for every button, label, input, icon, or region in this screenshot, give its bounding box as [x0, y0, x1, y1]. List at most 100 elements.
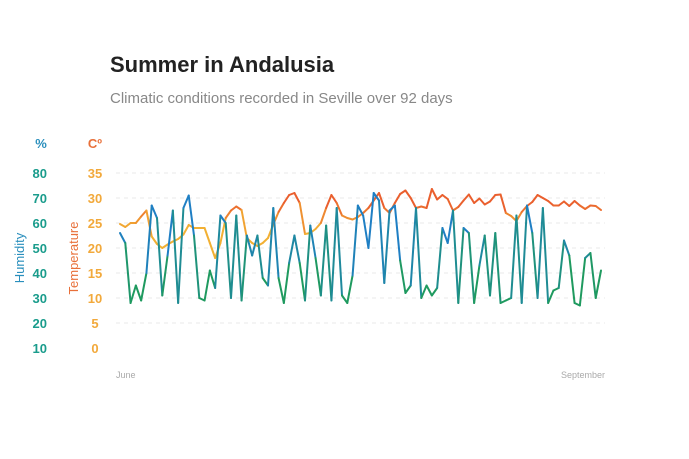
- temperature-tick-label: 30: [88, 191, 102, 206]
- temperature-segment: [441, 194, 449, 200]
- temperature-segment: [150, 235, 158, 245]
- humidity-segment: [409, 207, 417, 287]
- temperature-segment: [425, 188, 433, 209]
- humidity-segment: [378, 199, 386, 284]
- temperature-segment: [282, 194, 291, 204]
- temperature-tick-label: 20: [88, 241, 102, 256]
- temperature-segment: [409, 197, 417, 209]
- humidity-segment: [446, 209, 454, 244]
- temperature-segment: [378, 192, 386, 209]
- humidity-segment: [219, 214, 227, 224]
- humidity-segment: [319, 224, 328, 297]
- humidity-segment: [187, 194, 195, 237]
- humidity-axis-title: Humidity: [12, 232, 27, 283]
- humidity-segment: [150, 204, 158, 219]
- temperature-segment: [140, 209, 148, 218]
- humidity-axis-ticks: 10 20 30 40 50 60 70 80: [33, 166, 47, 356]
- temperature-segment: [298, 202, 306, 235]
- temperature-segment: [504, 212, 513, 217]
- temperature-segment: [208, 242, 217, 259]
- humidity-segment: [362, 214, 370, 249]
- humidity-segment: [531, 232, 539, 299]
- temperature-tick-label: 15: [88, 266, 102, 281]
- temperature-segment: [161, 243, 169, 249]
- humidity-segment: [393, 204, 402, 262]
- temperature-segment: [293, 192, 301, 204]
- humidity-segment: [267, 207, 275, 287]
- humidity-segment: [335, 207, 343, 297]
- humidity-segment: [372, 192, 380, 202]
- humidity-segment: [478, 234, 486, 267]
- humidity-segment: [256, 234, 264, 279]
- temperature-segment: [362, 207, 370, 214]
- temperature-segment: [594, 205, 602, 211]
- humidity-segment: [578, 257, 587, 307]
- temperature-segment: [134, 215, 143, 224]
- humidity-segment: [436, 227, 444, 289]
- temperature-axis-title: Temperature: [66, 222, 81, 295]
- temperature-segment: [568, 200, 576, 207]
- humidity-segment: [298, 262, 306, 302]
- temperature-segment: [573, 200, 581, 207]
- temperature-tick-label: 0: [91, 341, 98, 356]
- temperature-axis-ticks: 0 5 10 15 20 25 30 35: [88, 166, 102, 356]
- humidity-segment: [515, 214, 523, 304]
- humidity-segment: [526, 204, 534, 234]
- humidity-segment: [203, 269, 211, 302]
- humidity-segment: [129, 284, 137, 304]
- temperature-segment: [541, 197, 550, 202]
- temperature-segment: [578, 204, 587, 210]
- humidity-segment: [430, 287, 439, 297]
- humidity-segment: [171, 209, 180, 304]
- humidity-segment: [399, 259, 407, 294]
- temperature-tick-label: 10: [88, 291, 102, 306]
- humidity-segment: [124, 242, 132, 304]
- temperature-segment: [563, 200, 571, 207]
- temperature-segment: [325, 194, 333, 209]
- humidity-tick-label: 40: [33, 266, 47, 281]
- temperature-segment: [224, 209, 232, 219]
- temperature-segment: [330, 194, 338, 204]
- humidity-segment: [119, 232, 127, 244]
- temperature-segment: [436, 194, 444, 201]
- temperature-segment: [124, 222, 132, 228]
- temperature-segment: [467, 193, 476, 204]
- temperature-segment: [235, 205, 243, 211]
- temperature-segment: [277, 202, 285, 213]
- temperature-series: [119, 188, 602, 259]
- humidity-tick-label: 80: [33, 166, 47, 181]
- humidity-segment: [494, 232, 502, 304]
- humidity-segment: [182, 194, 190, 209]
- humidity-segment: [563, 239, 571, 257]
- humidity-segment: [457, 227, 465, 304]
- humidity-unit-label: %: [35, 136, 47, 151]
- chart-subtitle: Climatic conditions recorded in Seville …: [110, 90, 453, 107]
- humidity-segment: [462, 227, 470, 234]
- humidity-segment: [293, 234, 301, 264]
- humidity-segment: [383, 209, 391, 284]
- humidity-segment: [208, 269, 217, 289]
- humidity-segment: [145, 204, 153, 274]
- temperature-unit-label: Cº: [88, 136, 102, 151]
- humidity-segment: [351, 204, 359, 277]
- humidity-segment: [240, 234, 248, 302]
- temperature-segment: [393, 193, 402, 204]
- humidity-segment: [404, 284, 412, 294]
- humidity-segment: [589, 252, 597, 299]
- temperature-segment: [399, 189, 407, 195]
- humidity-segment: [193, 234, 201, 299]
- temperature-segment: [335, 202, 343, 217]
- humidity-segment: [309, 224, 317, 259]
- temperature-segment: [430, 188, 439, 201]
- humidity-segment: [277, 277, 285, 304]
- humidity-segment: [282, 262, 291, 304]
- humidity-segment: [161, 254, 169, 297]
- humidity-segment: [251, 234, 259, 257]
- humidity-segment: [288, 234, 296, 264]
- humidity-segment: [425, 284, 433, 297]
- humidity-segment: [510, 214, 518, 299]
- humidity-segment: [224, 222, 232, 299]
- x-axis-end-label: September: [561, 370, 605, 380]
- temperature-segment: [240, 209, 248, 239]
